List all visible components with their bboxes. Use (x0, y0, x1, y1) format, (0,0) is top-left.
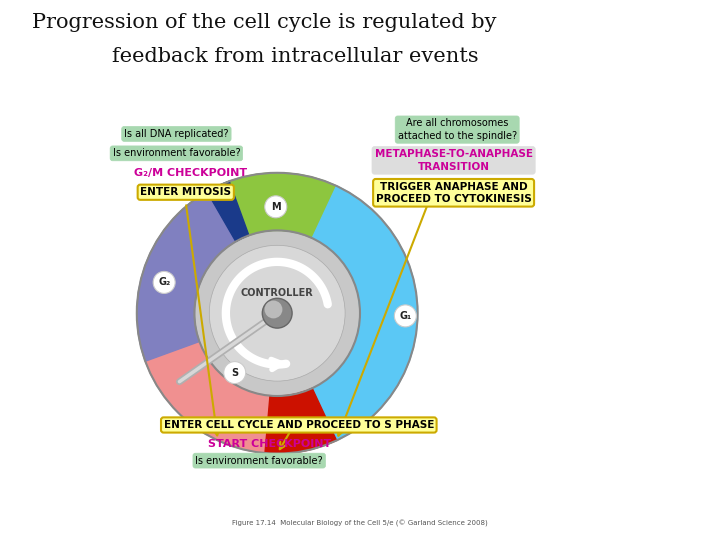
Wedge shape (207, 181, 249, 241)
Circle shape (262, 298, 292, 328)
Wedge shape (312, 186, 418, 441)
Circle shape (264, 301, 282, 319)
Wedge shape (265, 388, 336, 454)
Text: Progression of the cell cycle is regulated by: Progression of the cell cycle is regulat… (32, 13, 497, 32)
Text: Is all DNA replicated?: Is all DNA replicated? (124, 129, 229, 139)
Circle shape (210, 245, 345, 381)
Text: Is environment favorable?: Is environment favorable? (112, 148, 240, 158)
Text: Figure 17.14  Molecular Biology of the Cell 5/e (© Garland Science 2008): Figure 17.14 Molecular Biology of the Ce… (232, 520, 488, 528)
Text: G₂: G₂ (158, 278, 171, 287)
Text: S: S (231, 368, 238, 377)
Text: METAPHASE-TO-ANAPHASE
TRANSITION: METAPHASE-TO-ANAPHASE TRANSITION (374, 149, 533, 172)
Text: CONTROLLER: CONTROLLER (240, 287, 314, 298)
Wedge shape (145, 341, 270, 453)
Text: ENTER MITOSIS: ENTER MITOSIS (140, 187, 231, 197)
Text: feedback from intracellular events: feedback from intracellular events (112, 47, 478, 66)
Text: Is environment favorable?: Is environment favorable? (195, 456, 323, 465)
Text: G₁: G₁ (399, 311, 412, 321)
Circle shape (224, 362, 246, 383)
Text: ENTER CELL CYCLE AND PROCEED TO S PHASE: ENTER CELL CYCLE AND PROCEED TO S PHASE (163, 420, 434, 430)
Circle shape (194, 231, 360, 396)
Text: START CHECKPOINT: START CHECKPOINT (208, 439, 332, 449)
Circle shape (395, 305, 416, 327)
Text: M: M (271, 202, 281, 212)
Text: G₂/M CHECKPOINT: G₂/M CHECKPOINT (134, 168, 248, 178)
Wedge shape (137, 186, 242, 361)
Text: Are all chromosomes
attached to the spindle?: Are all chromosomes attached to the spin… (397, 118, 517, 141)
Text: TRIGGER ANAPHASE AND
PROCEED TO CYTOKINESIS: TRIGGER ANAPHASE AND PROCEED TO CYTOKINE… (376, 181, 531, 204)
Circle shape (153, 272, 175, 293)
Circle shape (265, 196, 287, 218)
Wedge shape (218, 173, 336, 238)
